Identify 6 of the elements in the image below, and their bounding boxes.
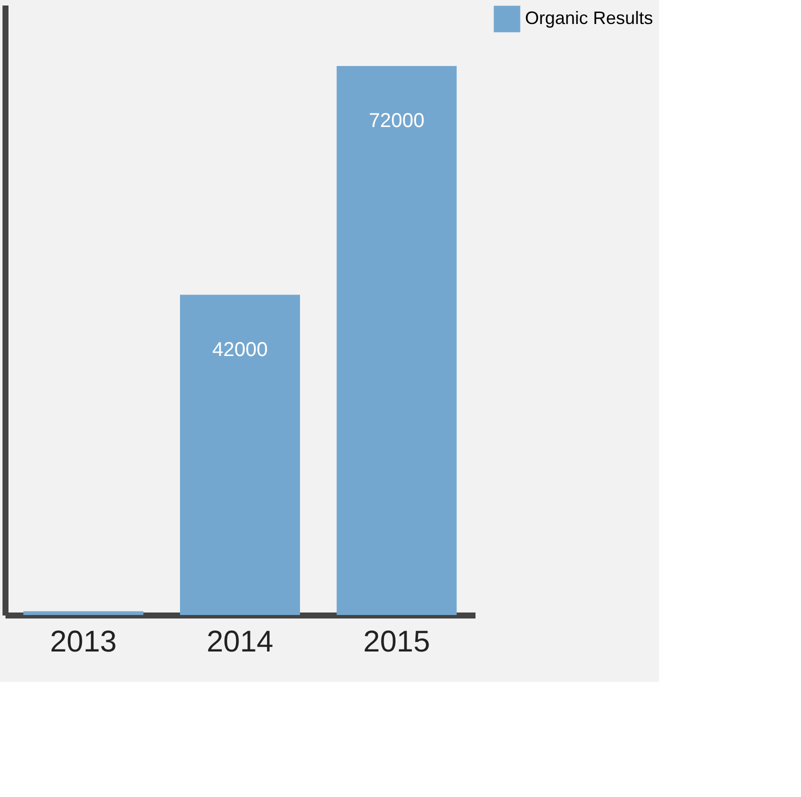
legend-label: Organic Results bbox=[525, 8, 654, 28]
data-label: 72000 bbox=[368, 110, 424, 132]
x-tick-label: 2014 bbox=[206, 626, 274, 658]
data-label: 42000 bbox=[212, 338, 268, 361]
x-tick-label: 2013 bbox=[50, 626, 117, 658]
x-tick-label: 2015 bbox=[363, 626, 430, 658]
